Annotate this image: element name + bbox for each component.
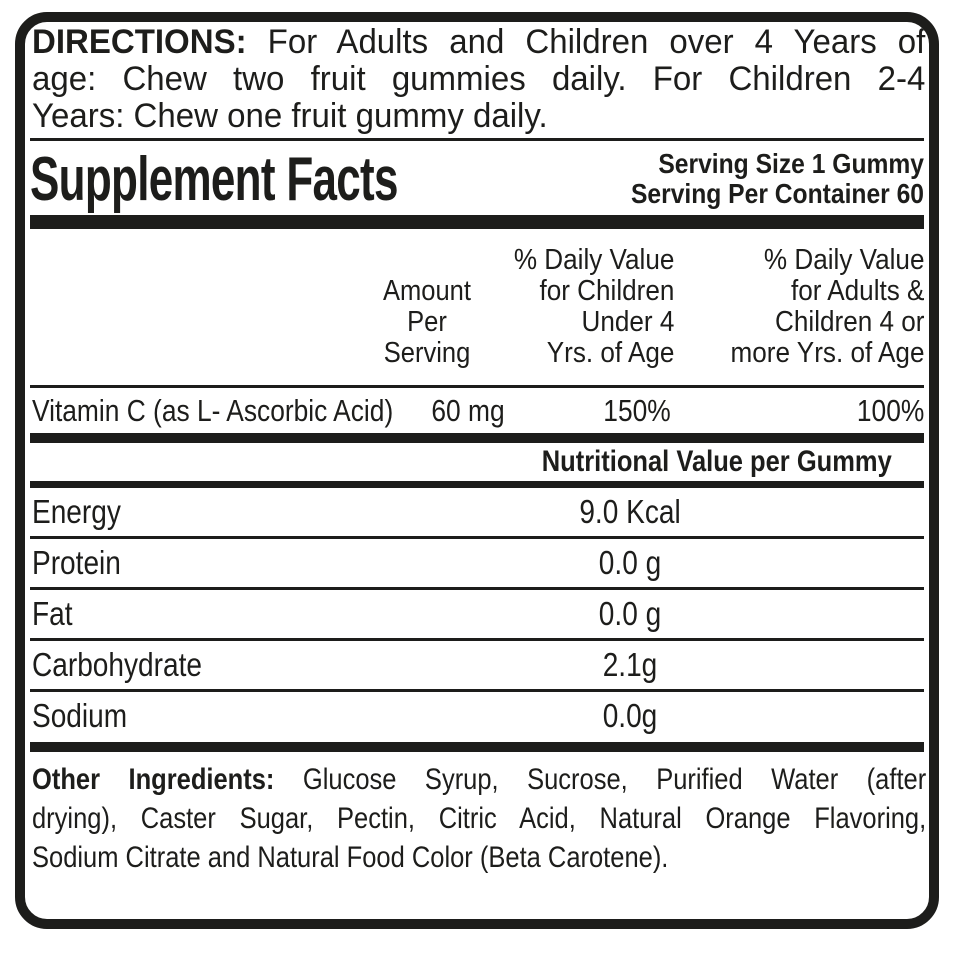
nutrient-label: Protein	[32, 544, 121, 581]
supplement-facts-header: Supplement Facts Serving Size 1 Gummy Se…	[30, 143, 924, 215]
servings-per-container: Serving Per Container 60	[630, 178, 924, 209]
nutritional-value-section-title: Nutritional Value per Gummy	[541, 445, 892, 478]
nutrient-dv-adults: 100%	[856, 393, 924, 428]
directions-label: DIRECTIONS:	[32, 23, 247, 61]
table-column-headers: Amount Per Serving % Daily Value for Chi…	[30, 241, 924, 369]
nutrient-label: Energy	[32, 493, 121, 530]
table-row: Vitamin C (as L- Ascorbic Acid) 60 mg 15…	[30, 388, 924, 433]
other-ingredients-line: drying), Caster Sugar, Pectin, Citric Ac…	[32, 802, 927, 835]
nutrient-dv-children: 150%	[603, 393, 671, 428]
divider-thin	[30, 385, 924, 388]
supplement-facts-label: DIRECTIONS: For Adults and Children over…	[15, 12, 939, 929]
nutrient-value: 9.0 Kcal	[579, 493, 681, 530]
nutrient-name: Vitamin C (as L- Ascorbic Acid)	[32, 393, 394, 428]
nutrient-value: 0.0g	[602, 697, 658, 734]
table-row: Protein 0.0 g	[30, 536, 924, 587]
other-ingredients-label: Other Ingredients:	[32, 763, 275, 796]
directions-line: Years: Chew one fruit gummy daily.	[32, 97, 548, 135]
divider-heavy	[30, 433, 924, 443]
nutrient-value: 0.0 g	[598, 544, 662, 581]
table-row: Sodium 0.0g	[30, 689, 924, 740]
directions-line: age: Chew two fruit gummies daily. For C…	[32, 60, 926, 98]
table-row: Carbohydrate 2.1g	[30, 638, 924, 689]
other-ingredients-line: Sodium Citrate and Natural Food Color (B…	[32, 841, 669, 874]
directions-line: DIRECTIONS: For Adults and Children over…	[32, 24, 925, 61]
serving-size: Serving Size 1 Gummy	[658, 148, 924, 179]
table-row: Energy 9.0 Kcal	[30, 488, 924, 536]
directions-section: DIRECTIONS: For Adults and Children over…	[32, 24, 925, 135]
other-ingredients-text: Glucose Syrup, Sucrose, Purified Water (…	[302, 763, 927, 796]
nutritional-values-table: Energy 9.0 Kcal Protein 0.0 g Fat 0.0 g …	[30, 488, 924, 740]
nutrient-label: Sodium	[32, 697, 128, 734]
nutrient-label: Carbohydrate	[32, 646, 202, 683]
divider-medium	[30, 481, 924, 488]
other-ingredients-line: Other Ingredients: Glucose Syrup, Sucros…	[32, 760, 926, 799]
divider-heavy	[30, 215, 924, 229]
nutrient-amount: 60 mg	[431, 393, 505, 428]
nutrient-value: 2.1g	[602, 646, 658, 683]
nutrient-label: Fat	[32, 595, 73, 632]
divider-thin	[30, 138, 924, 141]
serving-info: Serving Size 1 Gummy Serving Per Contain…	[591, 149, 924, 209]
column-header-amount-per-serving: Amount Per Serving	[383, 275, 471, 369]
directions-text: For Adults and Children over 4 Years of	[267, 23, 926, 61]
column-header-dv-adults: % Daily Value for Adults & Children 4 or…	[730, 244, 924, 369]
nutrient-value: 0.0 g	[598, 595, 662, 632]
column-header-dv-children: % Daily Value for Children Under 4 Yrs. …	[513, 244, 674, 369]
supplement-facts-title: Supplement Facts	[30, 144, 398, 214]
table-row: Fat 0.0 g	[30, 587, 924, 638]
other-ingredients-section: Other Ingredients: Glucose Syrup, Sucros…	[32, 760, 926, 877]
divider-heavy	[30, 742, 924, 752]
